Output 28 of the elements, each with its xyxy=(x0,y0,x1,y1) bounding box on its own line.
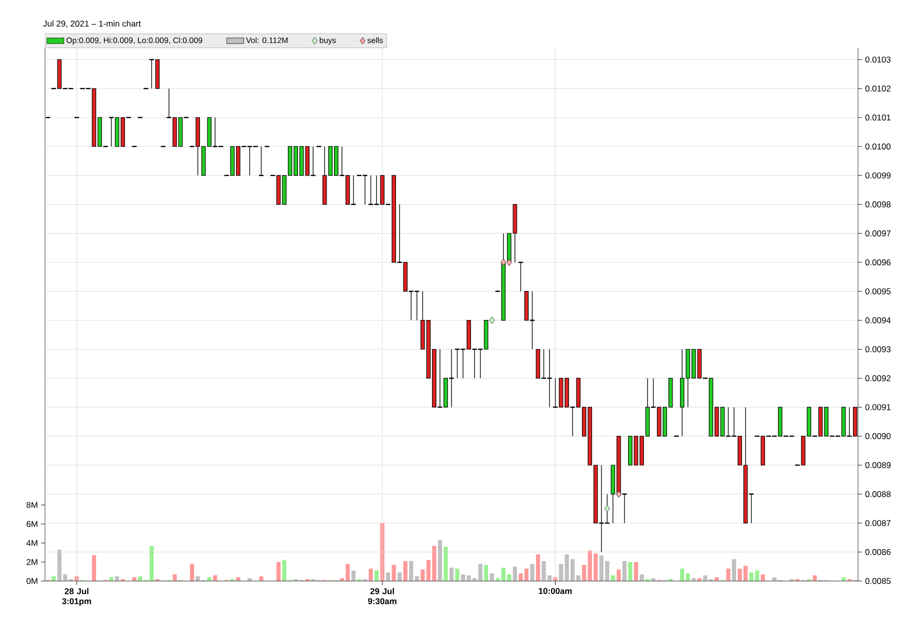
y2-tick-label: 2M xyxy=(26,559,38,565)
y-tick-label: 0.0103 xyxy=(865,56,891,63)
x-tick-label: 10:00am xyxy=(538,588,572,594)
y2-tick-label: 8M xyxy=(26,502,38,508)
y-tick-label: 0.0087 xyxy=(865,520,890,526)
y-tick-label: 0.0085 xyxy=(865,578,891,584)
y2-tick-label: 0M xyxy=(26,578,38,584)
y-tick-label: 0.0092 xyxy=(865,375,890,382)
y-tick-label: 0.0099 xyxy=(865,172,891,178)
y-tick-label: 0.0093 xyxy=(865,346,891,352)
x-tick-label: 28 Jul 3:01pm xyxy=(62,588,92,606)
y-tick-label: 0.0102 xyxy=(865,86,890,92)
y-tick-label: 0.0094 xyxy=(865,317,891,324)
y-tick-label: 0.0095 xyxy=(865,288,891,294)
y2-tick-label: 6M xyxy=(26,521,38,527)
y2-tick-label: 4M xyxy=(26,540,38,546)
chart-subtitle: Jul 29, 2021 – 1-min chart xyxy=(43,20,141,28)
y-tick-label: 0.0101 xyxy=(865,114,891,121)
y-tick-label: 0.0089 xyxy=(865,462,891,468)
y-tick-label: 0.0096 xyxy=(865,259,891,266)
y-tick-label: 0.0088 xyxy=(865,491,891,498)
x-tick-label: 29 Jul 9:30am xyxy=(368,588,396,604)
y-tick-label: 0.0100 xyxy=(865,143,891,150)
y-tick-label: 0.0086 xyxy=(865,549,891,556)
y-tick-label: 0.0098 xyxy=(865,201,891,208)
y-tick-label: 0.0091 xyxy=(865,404,891,410)
y-tick-label: 0.0097 xyxy=(865,230,890,236)
y-tick-label: 0.0090 xyxy=(865,433,891,440)
